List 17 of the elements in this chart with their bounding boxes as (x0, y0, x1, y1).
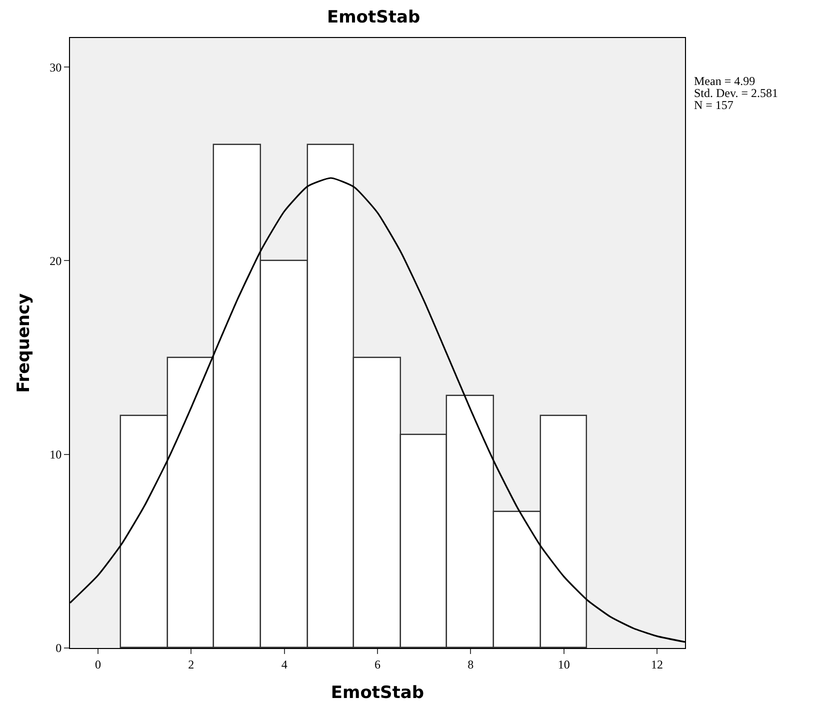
text: Std. Dev. = 2.581 (694, 86, 778, 100)
x-axis-title: EmotStab (330, 682, 424, 703)
y-tick-label: 10 (50, 448, 62, 462)
text: N = 157 (694, 98, 734, 112)
y-tick-label: 20 (50, 254, 62, 268)
text: Mean = 4.99 (694, 74, 756, 88)
chart-title: EmotStab (326, 8, 420, 28)
x-tick-label: 4 (281, 657, 288, 672)
x-tick-label: 2 (188, 657, 194, 672)
y-axis-title: Frequency (14, 293, 34, 393)
y-tick-label: 30 (50, 60, 62, 74)
x-tick-label: 8 (468, 657, 474, 672)
x-tick-label: 0 (94, 657, 101, 672)
x-tick-label: 10 (558, 657, 570, 672)
x-tick-label: 12 (651, 657, 664, 672)
y-tick-label: 0 (56, 641, 62, 656)
x-tick-label: 6 (374, 657, 380, 672)
